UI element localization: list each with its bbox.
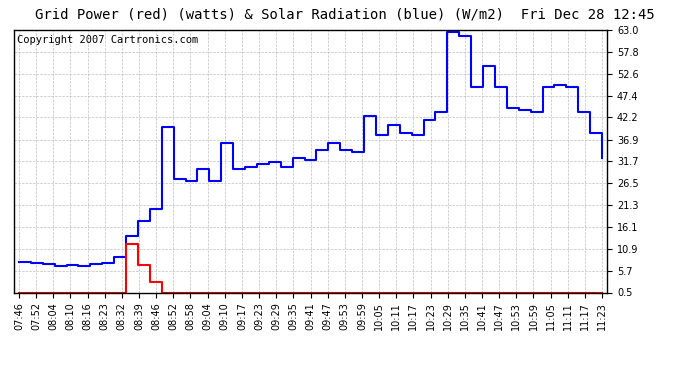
Text: Grid Power (red) (watts) & Solar Radiation (blue) (W/m2)  Fri Dec 28 12:45: Grid Power (red) (watts) & Solar Radiati… <box>35 8 655 21</box>
Text: Copyright 2007 Cartronics.com: Copyright 2007 Cartronics.com <box>17 35 198 45</box>
